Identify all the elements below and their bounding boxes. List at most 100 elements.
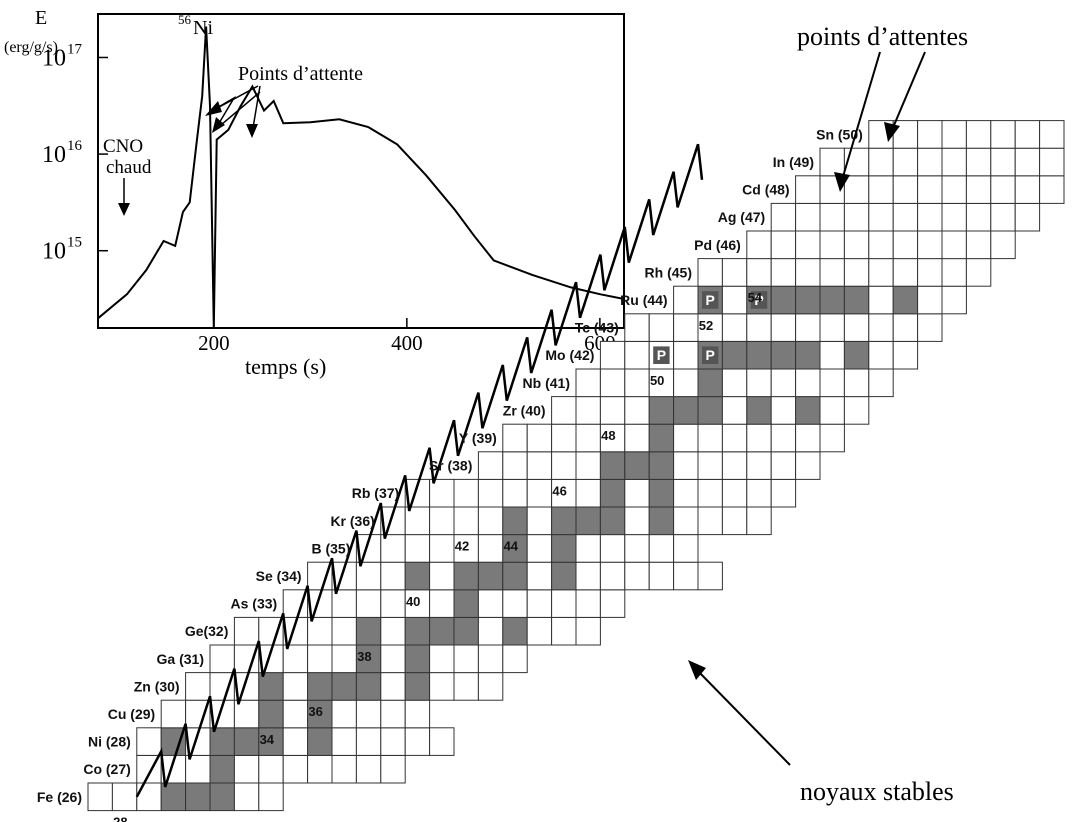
stable-nucleus-cell [502,506,528,536]
stable-nucleus-cell [819,285,845,315]
nuclide-cell [892,313,919,342]
nuclide-cell [673,313,699,342]
nuclide-cell [673,285,699,315]
nuclide-cell [892,258,919,287]
nuclide-cell [917,313,943,342]
element-label: Ru (44) [620,292,667,308]
stable-nucleus-cell [551,534,577,563]
nuclide-cell [746,368,772,398]
stable-nucleus-cell [648,423,675,453]
p-marker-box [702,346,719,364]
neutron-label: 50 [650,373,664,388]
nuclide-cell [843,258,870,287]
nuclide-cell [331,644,357,674]
nuclide-cell [575,451,601,480]
nuclide-cell [673,340,699,370]
p-marker-box [750,291,768,309]
nuclide-cell [843,396,870,425]
nuclide-cell [380,699,406,729]
stable-nucleus-cell [624,451,650,480]
nuclide-cell [429,644,455,674]
nuclide-cell [477,506,504,536]
nuclide-cell [917,147,943,177]
rp-zigzag [135,143,704,798]
nuclide-cell [648,534,675,563]
stable-nucleus-cell [477,561,504,591]
nuclide-cell [697,506,723,536]
nuclide-cell [526,478,553,508]
nuclide-cell [282,699,309,729]
stable-nucleus-cell [209,754,235,784]
element-label: Pd (46) [694,237,741,253]
nuclide-cell [380,616,406,646]
inset-frame [97,13,625,329]
element-label: Tc (43) [575,320,619,336]
nuclide-cell [258,754,284,784]
element-label: Ag (47) [718,209,765,225]
nuclide-cell [429,506,455,536]
nuclide-cell [258,782,284,812]
nuclide-cell [404,727,431,756]
nuclide-cell [1039,147,1065,177]
nuclide-cell [795,313,821,342]
nuclide-cell [819,368,845,398]
element-label: Ge(32) [185,623,229,639]
stable-nucleus-cell [502,616,528,646]
waiting-arrowhead-2 [212,117,225,133]
nuclide-cell [575,478,601,508]
stable-nucleus-cell [673,396,699,425]
stable-nucleus-cell [355,616,382,646]
nuclide-cell [746,313,772,342]
y-tick-label: 10 [42,239,66,265]
nuclide-cell [599,396,626,425]
nuclide-cell [233,782,260,812]
nuclide-cell [502,589,528,618]
nuclide-cell [477,451,504,480]
nuclide-cell [770,478,797,508]
nuclide-cell [526,451,553,480]
element-label: B (35) [311,540,350,556]
stable-nucleus-cell [209,782,235,812]
ni56-mass-number: 56 [178,12,192,27]
nuclide-cell [624,561,650,591]
nuclide-cell [843,313,870,342]
nuclide-cell [917,202,943,232]
stable-nucleus-cell [307,672,333,701]
nuclide-cell [477,616,504,646]
nuclide-cell [965,120,992,149]
nuclide-cell [892,147,919,177]
nuclide-cell [795,202,821,232]
nuclide-cell [1014,175,1041,204]
nuclide-cell [965,175,992,204]
nuclide-cell [429,561,455,591]
nuclide-cell [526,589,553,618]
callout-arrow-2 [891,51,926,131]
nuclide-cell [843,147,870,177]
nuclide-cell [795,423,821,453]
nuclide-cell [648,561,675,591]
nuclide-cell [746,478,772,508]
nuclide-cell [331,727,357,756]
nuclide-cell [624,396,650,425]
neutron-number-labels: 28 34 36 38 40 42 44 46 48 50 52 54 [113,290,763,822]
nuclide-cell [185,672,211,701]
nuclide-cell [477,478,504,508]
nuclide-cell [477,672,504,701]
nuclide-cell [917,120,943,149]
element-label: Kr (36) [330,513,374,529]
p-marker: P [706,347,715,363]
stable-nucleus-cell [599,478,626,508]
nuclide-cell [575,423,601,453]
waiting-arrows [209,85,261,131]
nuclide-cell [380,672,406,701]
nuclide-cell [282,754,309,784]
nuclide-cell [355,754,382,784]
stable-nucleus-cell [599,506,626,536]
nuclide-cell [868,230,894,260]
nuclide-cell [917,285,943,315]
nuclide-cell [746,230,772,260]
nuclide-cell [795,175,821,204]
nuclide-cell [941,258,967,287]
element-label: Mo (42) [545,347,594,363]
